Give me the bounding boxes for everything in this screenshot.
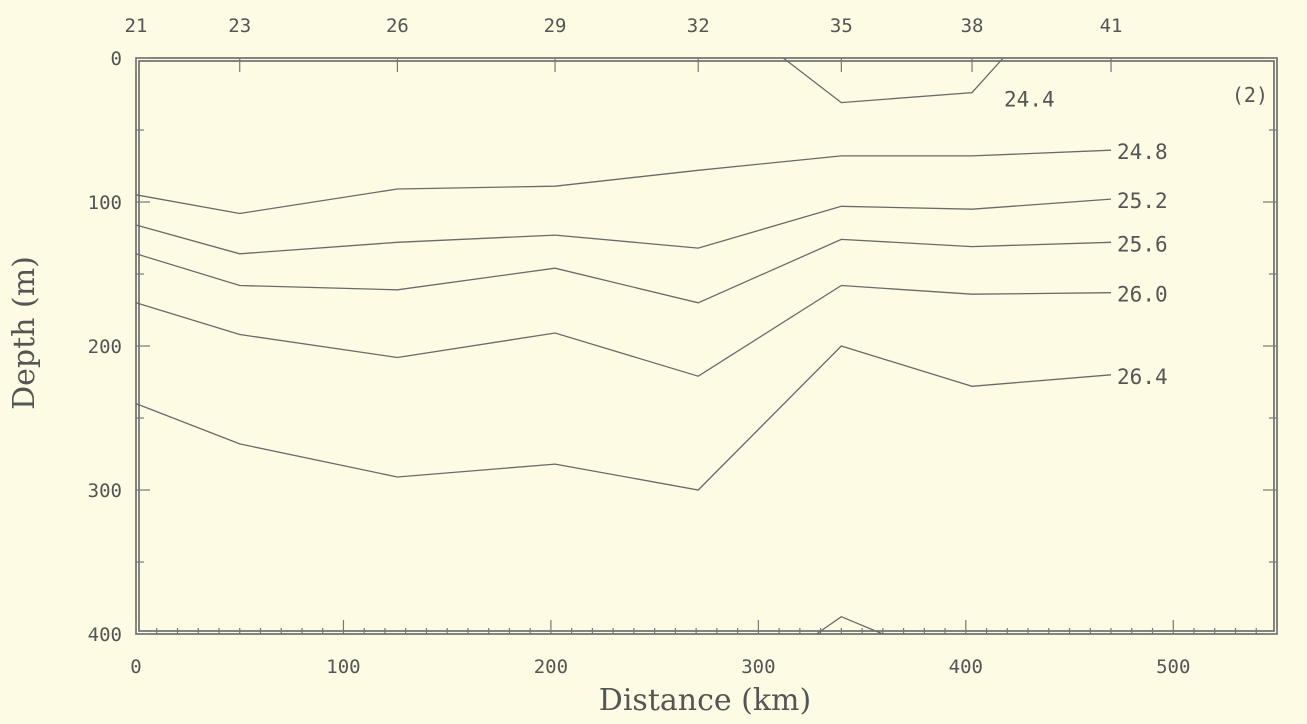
contour-line (135, 198, 1112, 255)
y-tick-label: 300 (88, 480, 122, 502)
panel-id: (2) (1232, 83, 1268, 107)
station-label: 29 (544, 15, 567, 37)
station-label: 26 (386, 15, 409, 37)
y-axis-title: Depth (m) (7, 256, 42, 410)
contour-line (135, 149, 1112, 215)
x-tick-label: 300 (741, 656, 775, 678)
contour-label: 26.4 (1117, 365, 1168, 389)
contour-line (816, 615, 884, 635)
x-tick-label: 0 (130, 656, 141, 678)
x-tick-label: 100 (326, 656, 360, 678)
contour-label: 25.2 (1117, 189, 1168, 213)
chart-labels: 0 100 200 300 400 500 0 100 200 300 400 21 23 26 29 32 3… (88, 15, 1191, 678)
contour-label: 24.4 (1004, 88, 1055, 112)
station-label: 21 (125, 15, 148, 37)
station-label: 35 (830, 15, 853, 37)
contour-line (135, 345, 1112, 491)
plot-frame-outer (135, 57, 1278, 635)
contour-line (782, 57, 1004, 104)
station-label: 41 (1100, 15, 1123, 37)
x-tick-label: 400 (949, 656, 983, 678)
station-label: 32 (687, 15, 710, 37)
tick-marks (135, 57, 1278, 635)
x-tick-label: 500 (1156, 656, 1190, 678)
contour-label: 24.8 (1117, 140, 1168, 164)
plot-frame (135, 57, 1278, 635)
contour-label: 25.6 (1117, 232, 1168, 256)
contour-label: 26.0 (1117, 283, 1168, 307)
station-label: 38 (961, 15, 984, 37)
plot-frame-inner (138, 60, 1275, 632)
station-label: 23 (228, 15, 251, 37)
contour-line (135, 238, 1112, 304)
x-tick-label: 200 (534, 656, 568, 678)
y-tick-label: 100 (88, 192, 122, 214)
y-tick-label: 200 (88, 336, 122, 358)
contour-lines (135, 57, 1112, 635)
x-axis-title: Distance (km) (599, 683, 811, 718)
contour-line (135, 284, 1112, 377)
y-tick-label: 0 (111, 48, 122, 70)
y-tick-label: 400 (88, 624, 122, 646)
